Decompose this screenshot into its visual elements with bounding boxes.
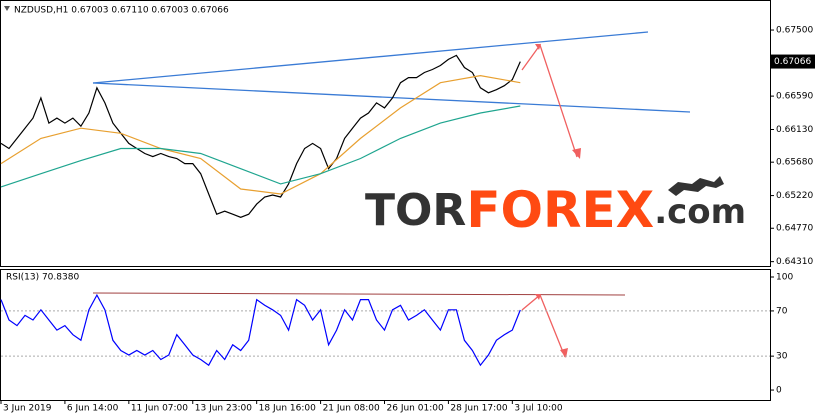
- watermark-part: FOREX: [466, 181, 654, 239]
- y-tick-label: 70: [776, 306, 788, 316]
- y-tick-label: 0.64310: [776, 257, 813, 267]
- y-tick-label: 0: [776, 386, 782, 396]
- x-tick-label: 26 Jun 01:00: [387, 404, 444, 414]
- series-line: [0, 74, 521, 195]
- series-line: [0, 54, 521, 218]
- y-tick-label: 0.65680: [776, 158, 813, 168]
- watermark-part: TOR: [365, 185, 466, 236]
- y-tick-label: 0.64770: [776, 224, 813, 234]
- x-tick-label: 18 Jun 16:00: [259, 404, 316, 414]
- x-tick-label: 13 Jun 23:00: [195, 404, 252, 414]
- symbol-icon: [4, 6, 10, 11]
- price-header: NZDUSD,H1 0.67003 0.67110 0.67003 0.6706…: [14, 6, 229, 16]
- last-price-label: 0.67066: [774, 57, 811, 67]
- rsi-header: RSI(13) 70.8380: [6, 273, 79, 283]
- price-panel: [0, 0, 771, 267]
- watermark-part: .com: [654, 192, 746, 232]
- y-tick-label: 30: [776, 352, 788, 362]
- y-tick-label: 0.66130: [776, 125, 813, 135]
- x-tick-label: 11 Jun 07:00: [131, 404, 188, 414]
- x-tick-label: 28 Jun 17:00: [450, 404, 507, 414]
- x-tick-label: 6 Jun 14:00: [67, 404, 119, 414]
- trend-line: [92, 31, 649, 84]
- series-line: [0, 293, 521, 367]
- watermark-icon: [668, 176, 724, 196]
- x-tick-label: 21 Jun 08:00: [323, 404, 380, 414]
- y-tick-label: 100: [776, 273, 793, 283]
- arrow-head: [535, 294, 568, 358]
- series-line: [0, 105, 521, 188]
- last-price-box: [771, 54, 815, 69]
- y-tick-label: 0.67500: [776, 26, 813, 36]
- rsi-panel: [0, 269, 771, 401]
- y-tick-label: 0.66590: [776, 92, 813, 102]
- watermark: TORFOREX.com: [365, 181, 746, 239]
- x-tick-label: 3 Jun 2019: [3, 404, 52, 414]
- trend-line: [92, 82, 691, 113]
- y-tick-label: 0.65220: [776, 191, 813, 201]
- x-tick-label: 3 Jul 10:00: [514, 404, 563, 414]
